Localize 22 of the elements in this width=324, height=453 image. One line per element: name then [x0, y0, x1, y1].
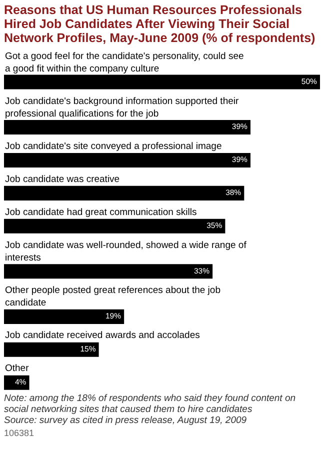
data-label: 19%: [105, 312, 122, 321]
y-tick-label: Job candidate was creative: [5, 174, 120, 185]
y-tick-label: Job candidate received awards and accolades: [5, 330, 200, 341]
data-label: 15%: [80, 344, 96, 354]
chart-title: Reasons that US Human Resources Professionals Hired Job Candidates After Viewing Their Social Network Profiles, May-June 2009 (% of respondents): [3, 2, 316, 45]
y-tick-label: Job candidate's site conveyed a professional image: [5, 141, 222, 152]
y-tick-label: Got a good feel for the candidate's personality, could see a good fit within the company culture: [5, 51, 244, 74]
data-label: 39%: [232, 122, 248, 132]
y-tick-label: Job candidate's background information supported their professional qualifications for the job: [5, 96, 239, 120]
data-label: 4%: [14, 378, 26, 387]
source-note: Source: survey as cited in press release, August 19, 2009: [4, 415, 248, 426]
annotation: Note: among the 18% of respondents who said they found content on social networking sites that caused them to hire candidates: [4, 393, 297, 415]
data-label: 33%: [194, 266, 210, 276]
y-tick-label: Other: [5, 363, 29, 374]
data-label: 38%: [226, 188, 242, 198]
y-tick-label: Job candidate was well-rounded, showed a wide range of interests: [5, 240, 247, 264]
data-label: 50%: [301, 76, 318, 86]
text: 106381: [3, 427, 36, 440]
y-tick-label: Job candidate had great communication skills: [5, 207, 197, 218]
data-label: 35%: [206, 221, 222, 230]
y-tick-label: Other people posted great references about the job candidate: [5, 285, 220, 308]
data-label: 39%: [232, 155, 248, 164]
